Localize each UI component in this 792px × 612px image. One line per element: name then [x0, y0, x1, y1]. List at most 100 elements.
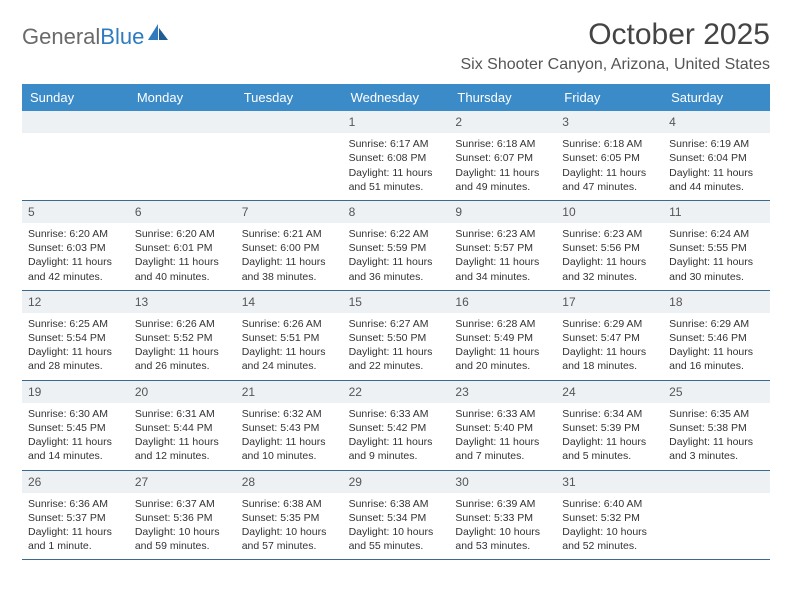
- day-number: 30: [449, 471, 556, 493]
- sunset-line: Sunset: 5:32 PM: [562, 511, 657, 525]
- sunset-line: Sunset: 5:55 PM: [669, 241, 764, 255]
- logo-text-1: General: [22, 24, 100, 50]
- daylight-line: Daylight: 11 hours and 47 minutes.: [562, 166, 657, 194]
- day-cell: 18Sunrise: 6:29 AMSunset: 5:46 PMDayligh…: [663, 291, 770, 380]
- sunset-line: Sunset: 6:00 PM: [242, 241, 337, 255]
- day-body: Sunrise: 6:40 AMSunset: 5:32 PMDaylight:…: [556, 493, 663, 560]
- day-number: 6: [129, 201, 236, 223]
- day-cell: [22, 111, 129, 200]
- day-number: 31: [556, 471, 663, 493]
- day-body: Sunrise: 6:27 AMSunset: 5:50 PMDaylight:…: [343, 313, 450, 380]
- day-number: 3: [556, 111, 663, 133]
- daylight-line: Daylight: 11 hours and 51 minutes.: [349, 166, 444, 194]
- day-cell: 2Sunrise: 6:18 AMSunset: 6:07 PMDaylight…: [449, 111, 556, 200]
- page-title: October 2025: [460, 18, 770, 52]
- sunrise-line: Sunrise: 6:33 AM: [455, 407, 550, 421]
- day-number: 28: [236, 471, 343, 493]
- day-body: Sunrise: 6:20 AMSunset: 6:01 PMDaylight:…: [129, 223, 236, 290]
- day-number: 25: [663, 381, 770, 403]
- sunrise-line: Sunrise: 6:22 AM: [349, 227, 444, 241]
- day-cell: 15Sunrise: 6:27 AMSunset: 5:50 PMDayligh…: [343, 291, 450, 380]
- daylight-line: Daylight: 11 hours and 9 minutes.: [349, 435, 444, 463]
- logo-text-2: Blue: [100, 24, 144, 50]
- sunset-line: Sunset: 5:54 PM: [28, 331, 123, 345]
- day-number: 2: [449, 111, 556, 133]
- sunrise-line: Sunrise: 6:33 AM: [349, 407, 444, 421]
- day-body: Sunrise: 6:18 AMSunset: 6:07 PMDaylight:…: [449, 133, 556, 200]
- day-number: 16: [449, 291, 556, 313]
- week-row: 5Sunrise: 6:20 AMSunset: 6:03 PMDaylight…: [22, 201, 770, 291]
- day-header: Sunday: [22, 84, 129, 111]
- day-cell: 8Sunrise: 6:22 AMSunset: 5:59 PMDaylight…: [343, 201, 450, 290]
- day-cell: 23Sunrise: 6:33 AMSunset: 5:40 PMDayligh…: [449, 381, 556, 470]
- sunrise-line: Sunrise: 6:34 AM: [562, 407, 657, 421]
- week-row: 26Sunrise: 6:36 AMSunset: 5:37 PMDayligh…: [22, 471, 770, 561]
- daylight-line: Daylight: 11 hours and 38 minutes.: [242, 255, 337, 283]
- day-cell: 19Sunrise: 6:30 AMSunset: 5:45 PMDayligh…: [22, 381, 129, 470]
- day-cell: 7Sunrise: 6:21 AMSunset: 6:00 PMDaylight…: [236, 201, 343, 290]
- page-subtitle: Six Shooter Canyon, Arizona, United Stat…: [460, 56, 770, 74]
- sunset-line: Sunset: 5:42 PM: [349, 421, 444, 435]
- sunrise-line: Sunrise: 6:25 AM: [28, 317, 123, 331]
- daylight-line: Daylight: 11 hours and 42 minutes.: [28, 255, 123, 283]
- day-cell: 10Sunrise: 6:23 AMSunset: 5:56 PMDayligh…: [556, 201, 663, 290]
- day-cell: 22Sunrise: 6:33 AMSunset: 5:42 PMDayligh…: [343, 381, 450, 470]
- day-body: Sunrise: 6:22 AMSunset: 5:59 PMDaylight:…: [343, 223, 450, 290]
- day-number: 17: [556, 291, 663, 313]
- day-number: [236, 111, 343, 133]
- day-body: Sunrise: 6:28 AMSunset: 5:49 PMDaylight:…: [449, 313, 556, 380]
- day-number: 26: [22, 471, 129, 493]
- week-row: 19Sunrise: 6:30 AMSunset: 5:45 PMDayligh…: [22, 381, 770, 471]
- daylight-line: Daylight: 11 hours and 12 minutes.: [135, 435, 230, 463]
- sunrise-line: Sunrise: 6:30 AM: [28, 407, 123, 421]
- day-body: Sunrise: 6:23 AMSunset: 5:56 PMDaylight:…: [556, 223, 663, 290]
- daylight-line: Daylight: 11 hours and 36 minutes.: [349, 255, 444, 283]
- day-cell: 29Sunrise: 6:38 AMSunset: 5:34 PMDayligh…: [343, 471, 450, 560]
- sunrise-line: Sunrise: 6:21 AM: [242, 227, 337, 241]
- day-body: Sunrise: 6:38 AMSunset: 5:34 PMDaylight:…: [343, 493, 450, 560]
- sunset-line: Sunset: 5:36 PM: [135, 511, 230, 525]
- sunrise-line: Sunrise: 6:38 AM: [349, 497, 444, 511]
- sunset-line: Sunset: 5:33 PM: [455, 511, 550, 525]
- day-body: Sunrise: 6:26 AMSunset: 5:51 PMDaylight:…: [236, 313, 343, 380]
- daylight-line: Daylight: 11 hours and 7 minutes.: [455, 435, 550, 463]
- day-number: 8: [343, 201, 450, 223]
- day-header: Saturday: [663, 84, 770, 111]
- day-cell: 13Sunrise: 6:26 AMSunset: 5:52 PMDayligh…: [129, 291, 236, 380]
- day-number: 21: [236, 381, 343, 403]
- sunset-line: Sunset: 5:47 PM: [562, 331, 657, 345]
- day-body: Sunrise: 6:25 AMSunset: 5:54 PMDaylight:…: [22, 313, 129, 380]
- sunset-line: Sunset: 5:39 PM: [562, 421, 657, 435]
- day-body: Sunrise: 6:37 AMSunset: 5:36 PMDaylight:…: [129, 493, 236, 560]
- day-cell: 3Sunrise: 6:18 AMSunset: 6:05 PMDaylight…: [556, 111, 663, 200]
- sunrise-line: Sunrise: 6:19 AM: [669, 137, 764, 151]
- day-body: Sunrise: 6:30 AMSunset: 5:45 PMDaylight:…: [22, 403, 129, 470]
- sunrise-line: Sunrise: 6:24 AM: [669, 227, 764, 241]
- sunrise-line: Sunrise: 6:35 AM: [669, 407, 764, 421]
- sunrise-line: Sunrise: 6:23 AM: [562, 227, 657, 241]
- day-number: 23: [449, 381, 556, 403]
- day-number: 18: [663, 291, 770, 313]
- sunset-line: Sunset: 5:35 PM: [242, 511, 337, 525]
- sunrise-line: Sunrise: 6:36 AM: [28, 497, 123, 511]
- daylight-line: Daylight: 11 hours and 1 minute.: [28, 525, 123, 553]
- calendar: SundayMondayTuesdayWednesdayThursdayFrid…: [22, 84, 770, 560]
- day-number: [22, 111, 129, 133]
- day-body: Sunrise: 6:23 AMSunset: 5:57 PMDaylight:…: [449, 223, 556, 290]
- sunset-line: Sunset: 5:46 PM: [669, 331, 764, 345]
- sunrise-line: Sunrise: 6:37 AM: [135, 497, 230, 511]
- daylight-line: Daylight: 11 hours and 3 minutes.: [669, 435, 764, 463]
- day-cell: 26Sunrise: 6:36 AMSunset: 5:37 PMDayligh…: [22, 471, 129, 560]
- sunset-line: Sunset: 5:49 PM: [455, 331, 550, 345]
- daylight-line: Daylight: 11 hours and 5 minutes.: [562, 435, 657, 463]
- sunrise-line: Sunrise: 6:27 AM: [349, 317, 444, 331]
- day-number: 5: [22, 201, 129, 223]
- day-number: 24: [556, 381, 663, 403]
- day-number: 27: [129, 471, 236, 493]
- daylight-line: Daylight: 11 hours and 28 minutes.: [28, 345, 123, 373]
- day-number: 12: [22, 291, 129, 313]
- sunrise-line: Sunrise: 6:32 AM: [242, 407, 337, 421]
- sunset-line: Sunset: 5:34 PM: [349, 511, 444, 525]
- day-body: Sunrise: 6:20 AMSunset: 6:03 PMDaylight:…: [22, 223, 129, 290]
- daylight-line: Daylight: 11 hours and 24 minutes.: [242, 345, 337, 373]
